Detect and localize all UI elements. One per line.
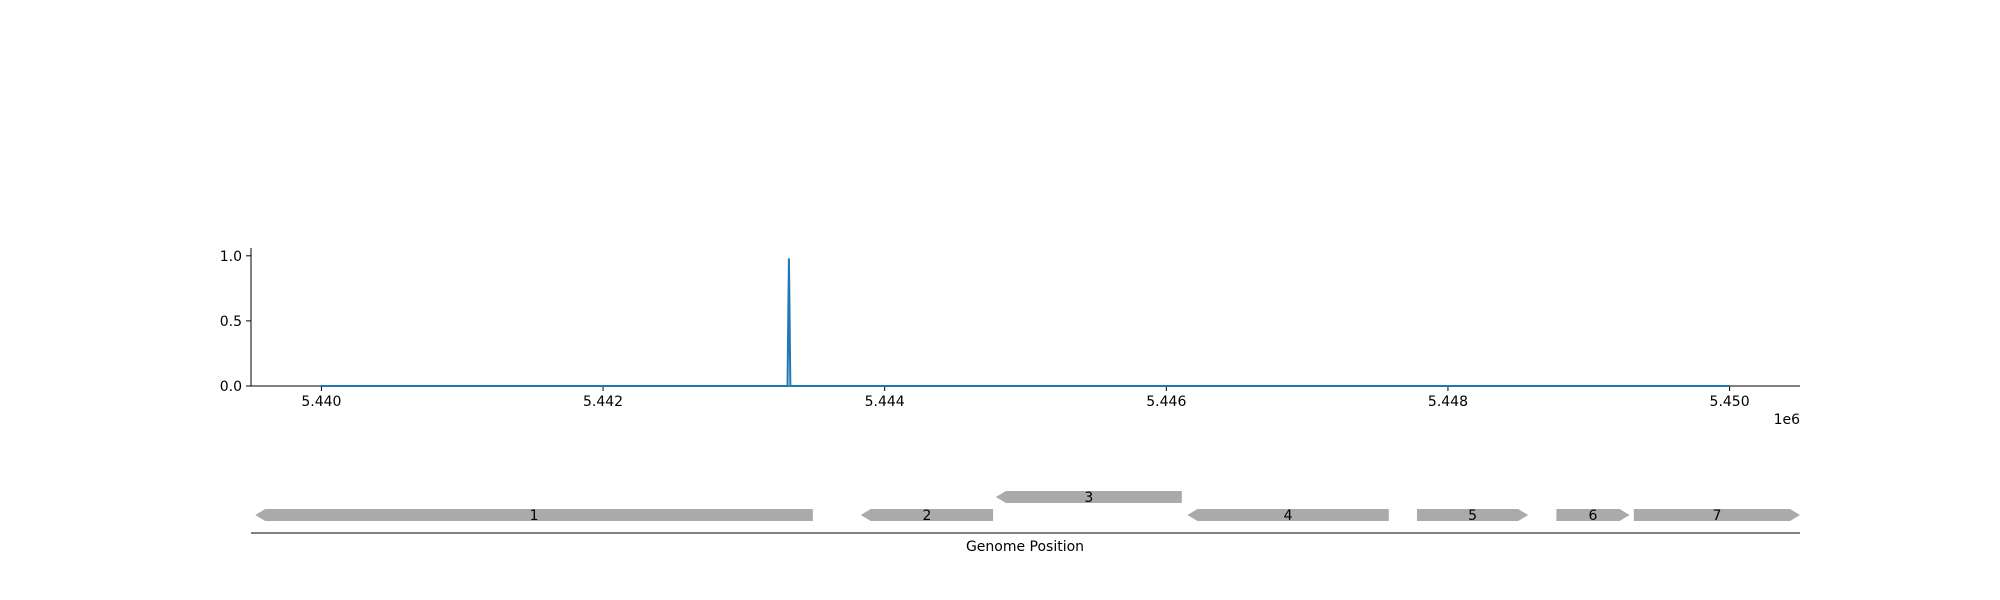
gene-label: 7 xyxy=(1712,508,1721,524)
gene-label: 2 xyxy=(922,508,931,524)
x-axis-label: Genome Position xyxy=(966,539,1084,555)
gene-arrow xyxy=(860,509,994,521)
y-tick-label: 1.0 xyxy=(220,249,242,265)
gene-label: 4 xyxy=(1284,508,1293,524)
x-tick-label: 5.448 xyxy=(1428,394,1468,410)
y-tick-label: 0.0 xyxy=(220,379,242,395)
x-ticks: 5.440 5.442 5.444 5.446 5.448 5.450 xyxy=(301,386,1750,410)
coverage-line-series xyxy=(321,258,1730,387)
series-layer xyxy=(321,258,1730,387)
coverage-plot: 0.0 0.5 1.0 5.440 5.442 5.444 5.446 5.448 5.450… xyxy=(220,248,1800,428)
gene-label: 5 xyxy=(1468,508,1477,524)
gene-arrow xyxy=(995,491,1182,503)
gene-label: 1 xyxy=(530,508,539,524)
x-tick-label: 5.440 xyxy=(301,394,341,410)
x-offset-text: 1e6 xyxy=(1774,412,1801,428)
gene-arrow xyxy=(1633,509,1800,521)
gene-label: 6 xyxy=(1589,508,1598,524)
gene-arrow xyxy=(1187,509,1389,521)
x-tick-label: 5.442 xyxy=(583,394,623,410)
gene-arrow xyxy=(1416,509,1529,521)
gene-label: 3 xyxy=(1084,490,1093,506)
y-ticks: 0.0 0.5 1.0 xyxy=(220,249,251,395)
x-tick-label: 5.446 xyxy=(1146,394,1186,410)
gene-arrow xyxy=(1556,509,1630,521)
x-tick-label: 5.444 xyxy=(865,394,905,410)
gene-layer: 1 2 3 4 5 6 7 xyxy=(255,490,1800,524)
gene-track: 1 2 3 4 5 6 7 Genome Position xyxy=(251,490,1800,555)
x-tick-label: 5.450 xyxy=(1710,394,1750,410)
gene-arrow xyxy=(255,509,813,521)
y-tick-label: 0.5 xyxy=(220,314,242,330)
